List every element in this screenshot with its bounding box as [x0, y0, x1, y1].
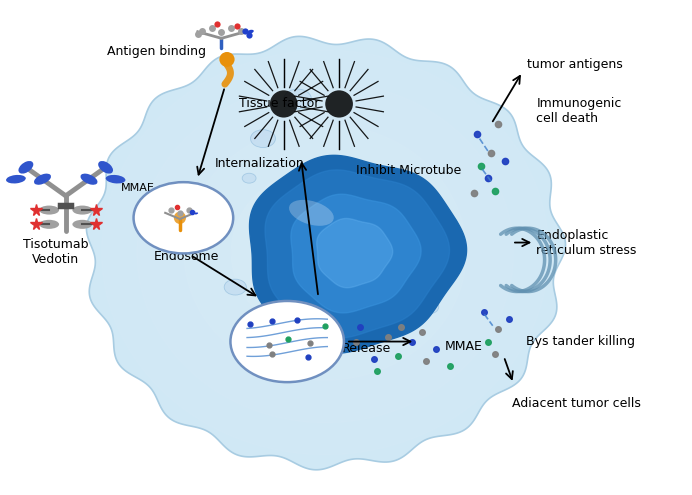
- Circle shape: [284, 89, 311, 109]
- Text: tumor antigens: tumor antigens: [527, 58, 623, 71]
- Text: Tisotumab
Vedotin: Tisotumab Vedotin: [23, 239, 88, 266]
- Ellipse shape: [19, 161, 33, 174]
- Ellipse shape: [39, 205, 59, 215]
- Polygon shape: [265, 170, 450, 338]
- Circle shape: [268, 197, 286, 209]
- Ellipse shape: [219, 52, 235, 67]
- Text: MMAE: MMAE: [121, 183, 155, 193]
- Ellipse shape: [34, 174, 51, 185]
- Text: MMAE: MMAE: [445, 340, 482, 353]
- Ellipse shape: [174, 211, 186, 224]
- Ellipse shape: [98, 161, 113, 174]
- Ellipse shape: [73, 220, 92, 229]
- Ellipse shape: [194, 212, 198, 214]
- Ellipse shape: [73, 205, 92, 215]
- Text: Endosome: Endosome: [154, 250, 219, 263]
- Circle shape: [224, 279, 246, 295]
- Circle shape: [442, 217, 457, 228]
- Polygon shape: [231, 167, 419, 338]
- Circle shape: [251, 130, 275, 148]
- Circle shape: [419, 300, 439, 314]
- Text: Immunogenic
cell death: Immunogenic cell death: [536, 98, 621, 125]
- Polygon shape: [291, 194, 421, 313]
- Text: Internalization: Internalization: [215, 157, 304, 170]
- Text: Bys tander killing: Bys tander killing: [526, 335, 635, 348]
- Text: Inhibit Microtube: Inhibit Microtube: [356, 164, 462, 177]
- Circle shape: [242, 173, 256, 183]
- Text: Lysosome: Lysosome: [260, 364, 321, 377]
- Polygon shape: [86, 36, 565, 470]
- Polygon shape: [137, 82, 513, 423]
- Ellipse shape: [247, 30, 254, 34]
- Ellipse shape: [106, 175, 125, 184]
- Text: Antigen binding: Antigen binding: [107, 46, 206, 58]
- Text: Adiacent tumor cells: Adiacent tumor cells: [512, 397, 641, 410]
- Text: Endoplastic
reticulum stress: Endoplastic reticulum stress: [536, 229, 637, 256]
- Text: Tissue factor: Tissue factor: [239, 98, 319, 110]
- Polygon shape: [102, 50, 549, 454]
- Polygon shape: [250, 155, 466, 353]
- Ellipse shape: [39, 220, 59, 229]
- Ellipse shape: [80, 174, 98, 185]
- Ellipse shape: [325, 90, 353, 118]
- Ellipse shape: [270, 90, 298, 118]
- Polygon shape: [184, 125, 466, 380]
- Polygon shape: [317, 218, 392, 288]
- Circle shape: [134, 182, 233, 253]
- Ellipse shape: [289, 200, 334, 226]
- Circle shape: [230, 301, 344, 382]
- Ellipse shape: [6, 175, 26, 184]
- Text: Release: Release: [342, 343, 392, 355]
